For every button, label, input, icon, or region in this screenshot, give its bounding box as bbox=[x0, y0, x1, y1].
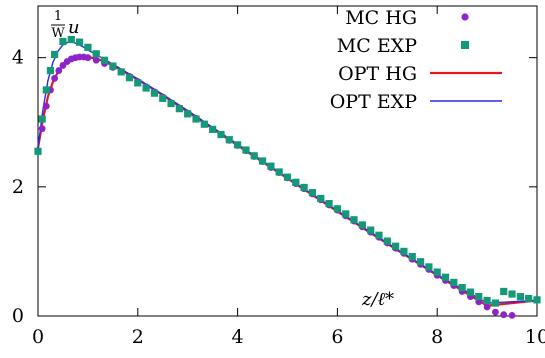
data-point-mc-exp bbox=[38, 115, 46, 123]
data-point-mc-hg bbox=[55, 67, 63, 74]
data-point-mc-exp bbox=[109, 62, 117, 70]
data-point-mc-exp bbox=[516, 293, 524, 301]
x-tick-label: 6 bbox=[331, 326, 343, 348]
data-point-mc-exp bbox=[400, 247, 408, 256]
x-tick-label: 4 bbox=[232, 326, 244, 348]
data-point-mc-exp bbox=[200, 120, 208, 128]
y-label-variable: u bbox=[68, 17, 80, 38]
data-point-mc-hg bbox=[508, 311, 516, 319]
data-point-mc-exp bbox=[51, 50, 59, 59]
data-point-mc-exp bbox=[34, 147, 42, 155]
x-tick-label: 8 bbox=[431, 326, 443, 348]
data-point-mc-exp bbox=[333, 205, 341, 213]
legend-marker-mc-hg bbox=[461, 13, 469, 21]
data-point-mc-exp bbox=[234, 141, 242, 149]
data-point-mc-hg bbox=[500, 311, 508, 319]
data-point-mc-exp bbox=[192, 115, 200, 123]
data-point-mc-exp bbox=[491, 299, 500, 307]
data-point-mc-exp bbox=[258, 157, 267, 165]
data-point-mc-hg bbox=[492, 308, 499, 316]
data-point-mc-hg bbox=[483, 303, 491, 311]
data-point-mc-exp bbox=[84, 43, 92, 51]
data-point-mc-hg bbox=[92, 56, 100, 64]
data-point-mc-exp bbox=[466, 288, 475, 296]
data-point-mc-exp bbox=[217, 130, 225, 139]
data-point-mc-exp bbox=[325, 200, 333, 208]
data-point-mc-exp bbox=[475, 293, 483, 301]
data-point-mc-exp bbox=[275, 168, 283, 176]
data-point-mc-exp bbox=[392, 242, 400, 250]
data-point-mc-exp bbox=[383, 237, 391, 245]
data-point-mc-exp bbox=[242, 146, 250, 154]
data-point-mc-exp bbox=[292, 178, 300, 186]
data-point-mc-exp bbox=[350, 216, 358, 224]
data-point-mc-exp bbox=[125, 74, 134, 82]
plot-frame bbox=[37, 5, 538, 317]
data-point-mc-exp bbox=[367, 226, 375, 234]
x-tick-label: 10 bbox=[525, 326, 545, 348]
data-point-mc-hg bbox=[42, 102, 50, 110]
data-point-mc-exp bbox=[67, 35, 75, 44]
data-point-mc-exp bbox=[175, 105, 183, 113]
data-point-mc-exp bbox=[117, 68, 125, 76]
data-point-mc-exp bbox=[92, 50, 100, 58]
data-point-mc-exp bbox=[500, 287, 508, 296]
data-point-mc-exp bbox=[184, 110, 192, 118]
legend-label-mc-exp: MC EXP bbox=[337, 35, 417, 57]
y-label-numerator: 1 bbox=[54, 9, 62, 24]
data-point-mc-exp bbox=[42, 86, 50, 94]
data-point-mc-exp bbox=[317, 194, 325, 203]
data-point-mc-exp bbox=[342, 210, 350, 218]
data-point-mc-exp bbox=[267, 162, 275, 170]
y-label-denominator: W bbox=[51, 26, 65, 41]
data-point-mc-exp bbox=[416, 258, 425, 266]
data-point-mc-exp bbox=[300, 183, 308, 192]
data-point-mc-exp bbox=[483, 296, 491, 305]
data-point-mc-exp bbox=[408, 252, 416, 261]
data-point-mc-exp bbox=[441, 273, 450, 281]
legend-label-opt-exp: OPT EXP bbox=[330, 91, 417, 113]
data-point-mc-exp bbox=[167, 99, 175, 108]
data-point-mc-hg bbox=[84, 54, 92, 62]
data-point-mc-exp bbox=[358, 221, 366, 229]
legend-label-mc-hg: MC HG bbox=[345, 7, 417, 29]
y-tick-label: 2 bbox=[12, 176, 24, 198]
data-point-mc-hg bbox=[38, 125, 46, 133]
x-axis-label: z/ℓ* bbox=[361, 289, 394, 310]
data-point-mc-exp bbox=[209, 125, 217, 133]
data-point-mc-exp bbox=[46, 66, 55, 75]
data-point-mc-exp bbox=[533, 296, 541, 304]
data-point-mc-exp bbox=[450, 278, 458, 287]
y-tick-label: 0 bbox=[12, 305, 24, 327]
data-point-mc-exp bbox=[525, 294, 533, 303]
data-point-mc-exp bbox=[225, 136, 233, 144]
data-point-mc-exp bbox=[75, 38, 84, 46]
data-point-mc-exp bbox=[458, 283, 466, 292]
legend-marker-mc-exp bbox=[461, 41, 469, 49]
data-point-mc-exp bbox=[433, 268, 441, 276]
data-point-mc-exp bbox=[150, 89, 159, 97]
data-point-mc-exp bbox=[134, 79, 142, 87]
series-line-opt-exp bbox=[37, 41, 538, 304]
data-point-mc-exp bbox=[375, 231, 383, 239]
data-point-mc-exp bbox=[142, 84, 150, 92]
data-point-mc-exp bbox=[250, 152, 258, 160]
y-axis-label: 1 W u bbox=[51, 9, 80, 41]
data-point-mc-exp bbox=[100, 56, 109, 64]
data-point-mc-exp bbox=[308, 189, 317, 197]
data-point-mc-hg bbox=[51, 74, 59, 82]
y-tick-label: 4 bbox=[12, 47, 24, 69]
x-tick-label: 2 bbox=[132, 326, 144, 348]
data-point-mc-exp bbox=[59, 37, 67, 46]
data-point-mc-exp bbox=[508, 290, 516, 298]
legend-label-opt-hg: OPT HG bbox=[338, 63, 417, 85]
x-tick-label: 0 bbox=[32, 326, 44, 348]
data-point-mc-exp bbox=[283, 173, 292, 181]
legend: MC HG MC EXP OPT HG OPT EXP bbox=[330, 7, 502, 113]
data-point-mc-exp bbox=[159, 94, 167, 102]
data-point-mc-exp bbox=[425, 263, 433, 271]
